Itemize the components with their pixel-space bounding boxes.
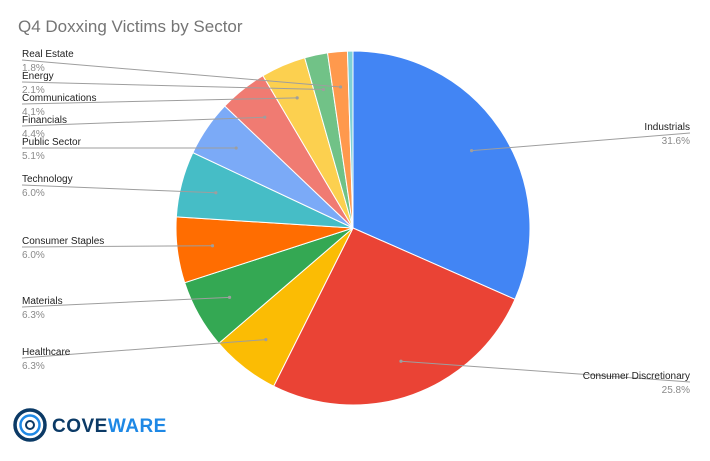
pie-label-real-estate: Real Estate 1.8%: [21, 49, 343, 89]
slice-percent: 5.1%: [22, 151, 45, 162]
pie-label-communications: Communications 4.1%: [21, 93, 299, 118]
leader-line: [21, 296, 230, 308]
pie-label-energy: Energy 2.1%: [21, 71, 326, 96]
pie-label-materials: Materials 6.3%: [21, 295, 232, 321]
logo-text-accent: WARE: [108, 416, 167, 437]
pie-label-industrials: Industrials 31.6%: [469, 122, 691, 153]
slice-percent: 25.8%: [662, 385, 690, 396]
pie-labels: Industrials 31.6% Consumer Discretionary 25…: [21, 49, 691, 396]
leader-line: [21, 59, 341, 88]
pie-label-technology: Technology 6.0%: [21, 174, 218, 199]
leader-line: [21, 81, 324, 91]
coveware-logo: COVEWARE: [13, 408, 167, 442]
leader-line: [21, 245, 213, 248]
slice-percent: 2.1%: [22, 85, 45, 96]
pie-label-consumer-staples: Consumer Staples 6.0%: [21, 236, 215, 261]
pie-slice-other-11: [346, 50, 354, 229]
slice-percent: 6.0%: [22, 188, 45, 199]
slice-percent: 4.4%: [22, 129, 45, 140]
leader-line: [21, 339, 266, 359]
pie-slices: [175, 50, 531, 406]
slice-percent: 4.1%: [22, 107, 45, 118]
pie-label-consumer-discretionary: Consumer Discretionary 25.8%: [399, 359, 691, 396]
slice-label: Financials: [22, 115, 67, 126]
slice-label: Materials: [22, 296, 63, 307]
slice-percent: 6.0%: [22, 250, 45, 261]
leader-line: [21, 97, 298, 105]
slice-label: Public Sector: [22, 137, 82, 148]
circle-logo-icon: [13, 408, 47, 442]
slice-label: Technology: [22, 174, 73, 185]
leader-line: [21, 184, 216, 194]
pie-label-healthcare: Healthcare 6.3%: [21, 338, 268, 372]
logo-wordmark: COVEWARE: [52, 416, 167, 437]
leader-line: [471, 132, 691, 152]
slice-label: Healthcare: [22, 347, 71, 358]
slice-label: Industrials: [644, 122, 690, 133]
slice-label: Real Estate: [22, 49, 74, 60]
logo-text-main: COVE: [52, 416, 108, 437]
chart-title: Q4 Doxxing Victims by Sector: [18, 17, 243, 36]
slice-percent: 31.6%: [662, 136, 690, 147]
pie-label-public-sector: Public Sector 5.1%: [21, 137, 238, 162]
slice-percent: 6.3%: [22, 310, 45, 321]
pie-label-financials: Financials 4.4%: [21, 115, 267, 140]
slice-label: Consumer Discretionary: [583, 371, 690, 382]
pie-slice-consumer-discretionary: [272, 227, 516, 406]
pie-slice-industrials: [352, 50, 531, 300]
slice-percent: 6.3%: [22, 361, 45, 372]
leader-line: [400, 360, 691, 383]
slice-label: Communications: [22, 93, 96, 104]
slice-label: Energy: [22, 71, 54, 82]
slice-percent: 1.8%: [22, 63, 45, 74]
slice-label: Consumer Staples: [22, 236, 104, 247]
leader-line: [21, 116, 265, 127]
